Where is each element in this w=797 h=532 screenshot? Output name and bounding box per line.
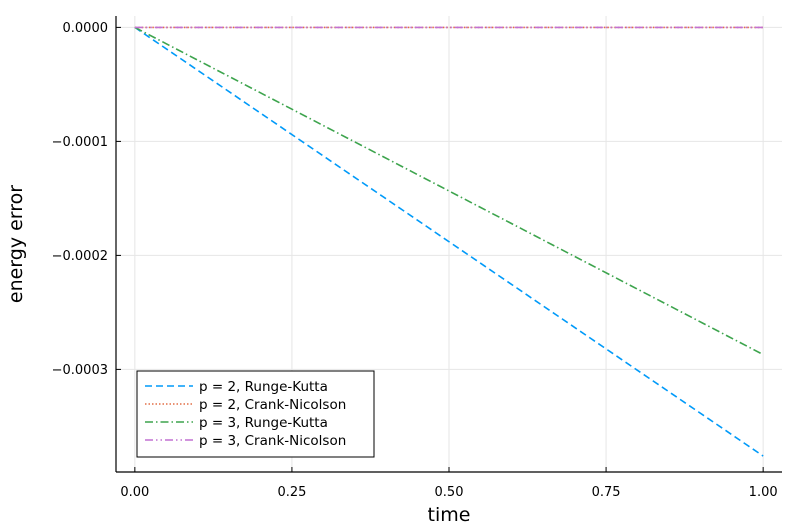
y-tick-label: −0.0003 bbox=[52, 363, 108, 378]
x-ticks: 0.00 0.25 0.50 0.75 1.00 bbox=[120, 467, 778, 500]
series-line-1 bbox=[134, 26, 764, 457]
x-tick-label: 0.25 bbox=[277, 485, 306, 500]
x-tick-label: 0.75 bbox=[592, 485, 621, 500]
legend-label-1: p = 2, Runge-Kutta bbox=[199, 379, 328, 395]
x-tick-label: 0.00 bbox=[120, 485, 149, 500]
series-layer bbox=[134, 26, 764, 457]
y-tick-label: −0.0002 bbox=[52, 249, 108, 264]
y-tick-label: 0.0000 bbox=[63, 21, 109, 36]
legend-label-4: p = 3, Crank-Nicolson bbox=[199, 433, 346, 449]
x-tick-label: 1.00 bbox=[749, 485, 778, 500]
x-axis-title: time bbox=[428, 504, 471, 526]
series-line-3 bbox=[134, 26, 764, 356]
legend-label-2: p = 2, Crank-Nicolson bbox=[199, 397, 346, 413]
y-axis-title: energy error bbox=[5, 185, 27, 303]
legend: p = 2, Runge-Kutta p = 2, Crank-Nicolson p… bbox=[136, 370, 375, 458]
legend-label-3: p = 3, Runge-Kutta bbox=[199, 415, 328, 431]
y-tick-label: −0.0001 bbox=[52, 135, 108, 150]
x-tick-label: 0.50 bbox=[435, 485, 464, 500]
legend-box bbox=[136, 370, 375, 458]
y-ticks: 0.0000 −0.0001 −0.0002 −0.0003 bbox=[52, 21, 121, 378]
